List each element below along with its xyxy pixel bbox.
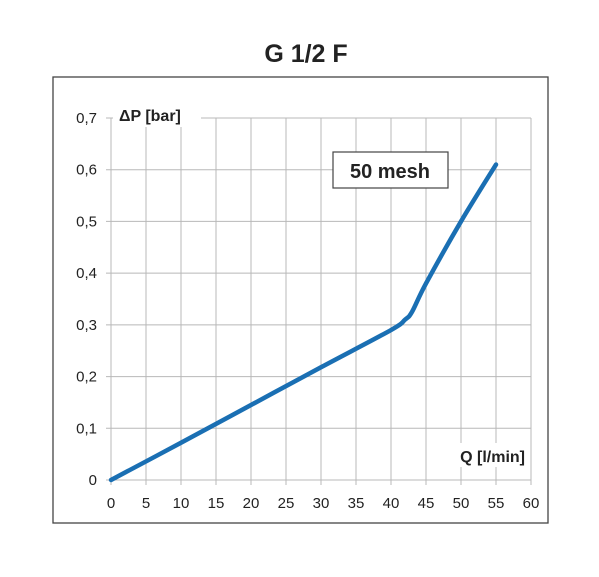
x-tick-label: 10 — [173, 495, 190, 512]
x-tick-label: 5 — [142, 495, 150, 512]
mesh-annotation: 50 mesh — [350, 161, 430, 183]
x-tick-label: 60 — [523, 495, 540, 512]
x-tick-label: 40 — [383, 495, 400, 512]
x-tick-label: 30 — [313, 495, 330, 512]
x-tick-labels: 0 5 10 15 20 25 30 35 40 45 50 55 60 — [107, 495, 540, 512]
x-tick-label: 15 — [208, 495, 225, 512]
series-group — [108, 162, 499, 483]
y-tick-label: 0,2 — [76, 369, 97, 386]
mesh-annotation-box — [332, 151, 449, 189]
x-tick-label: 0 — [107, 495, 115, 512]
x-tick-label: 35 — [348, 495, 365, 512]
x-tick-label: 55 — [488, 495, 505, 512]
grid — [106, 117, 532, 485]
x-axis-label-bg — [430, 443, 530, 467]
y-tick-label: 0,5 — [76, 213, 97, 230]
series-line — [108, 162, 499, 483]
chart-title: G 1/2 F — [264, 40, 347, 68]
x-axis-label: Q [l/min] — [460, 449, 525, 466]
y-tick-label: 0,1 — [76, 420, 97, 437]
y-tick-label: 0,7 — [76, 110, 97, 127]
x-tick-label: 50 — [453, 495, 470, 512]
x-tick-label: 20 — [243, 495, 260, 512]
y-axis-label-bg — [113, 105, 201, 127]
x-tick-label: 45 — [418, 495, 435, 512]
y-tick-label: 0 — [89, 472, 97, 489]
x-tick-label: 25 — [278, 495, 295, 512]
chart-frame — [52, 76, 549, 524]
y-tick-label: 0,3 — [76, 317, 97, 334]
y-tick-label: 0,4 — [76, 265, 97, 282]
y-axis-label: ΔP [bar] — [119, 108, 181, 125]
y-tick-labels: 0 0,1 0,2 0,3 0,4 0,5 0,6 0,7 — [76, 110, 97, 489]
y-tick-label: 0,6 — [76, 162, 97, 179]
